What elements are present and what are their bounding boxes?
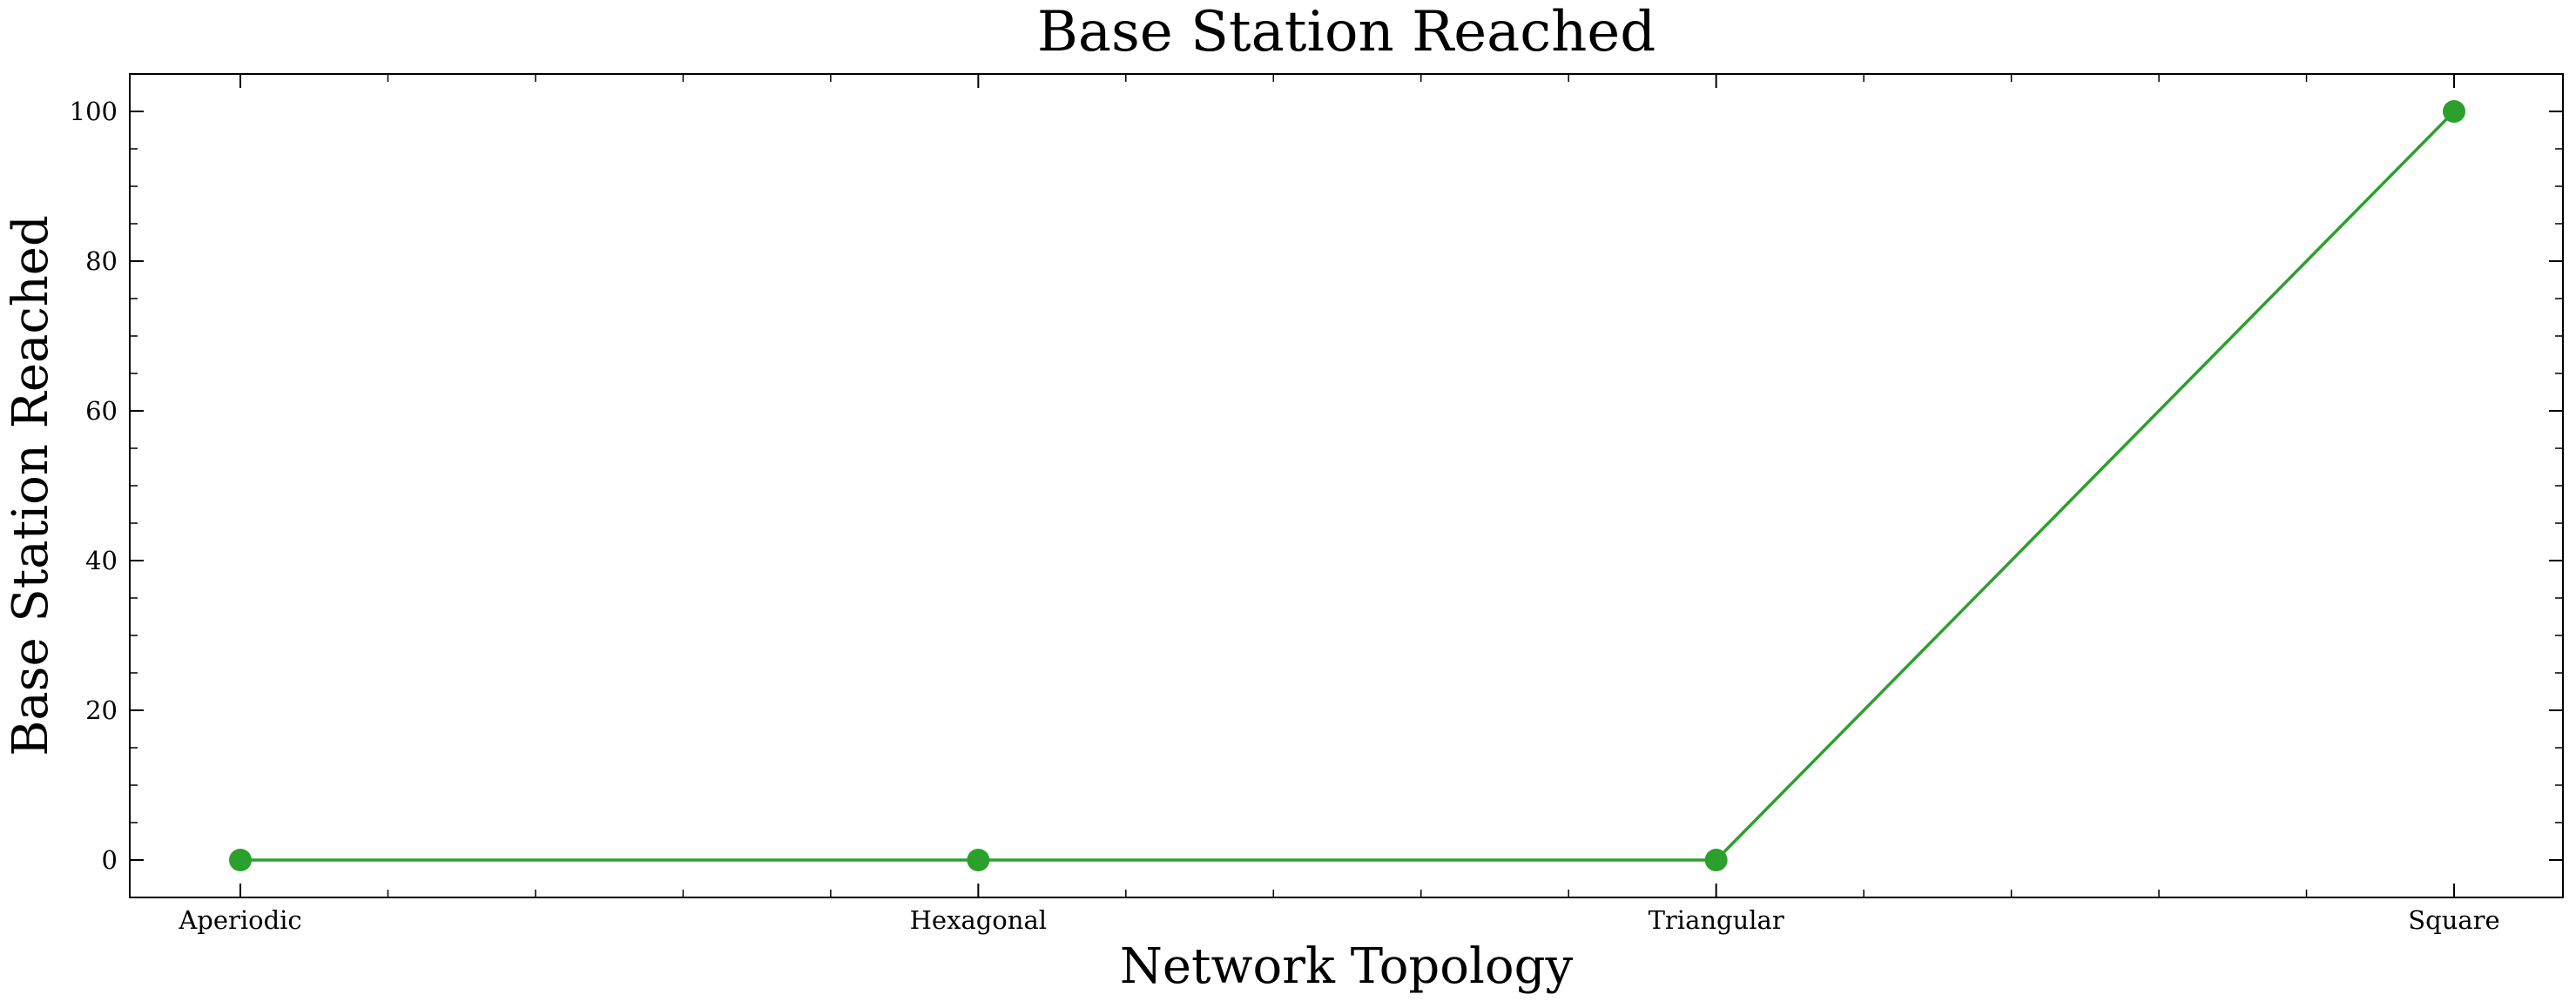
minor-ticks bbox=[130, 73, 2563, 898]
plot-area-frame bbox=[129, 73, 2564, 898]
x-tick-labels: Aperiodic Hexagonal Triangular Square bbox=[178, 905, 2499, 935]
data-point-hexagonal bbox=[967, 849, 990, 871]
x-tick-label: Square bbox=[2408, 905, 2499, 935]
y-tick-label: 80 bbox=[85, 246, 118, 276]
y-tick-labels: 0 20 40 60 80 100 bbox=[70, 97, 118, 875]
y-tick-label: 40 bbox=[85, 546, 118, 575]
series-layer bbox=[229, 100, 2465, 871]
x-axis-title: Network Topology bbox=[1120, 938, 1574, 995]
y-tick-label: 60 bbox=[85, 396, 118, 426]
y-axis-title: Base Station Reached bbox=[3, 215, 59, 756]
chart-title: Base Station Reached bbox=[1037, 0, 1656, 64]
data-point-square bbox=[2443, 100, 2465, 123]
series-line bbox=[240, 110, 2456, 862]
x-tick-label: Hexagonal bbox=[910, 905, 1047, 935]
x-tick-label: Triangular bbox=[1649, 905, 1784, 935]
y-tick-label: 0 bbox=[102, 845, 118, 875]
major-ticks bbox=[130, 74, 2563, 897]
data-point-aperiodic bbox=[229, 849, 252, 871]
data-point-triangular bbox=[1704, 849, 1728, 871]
y-tick-label: 100 bbox=[70, 97, 118, 126]
x-tick-label: Aperiodic bbox=[178, 905, 301, 935]
y-tick-label: 20 bbox=[85, 696, 118, 725]
